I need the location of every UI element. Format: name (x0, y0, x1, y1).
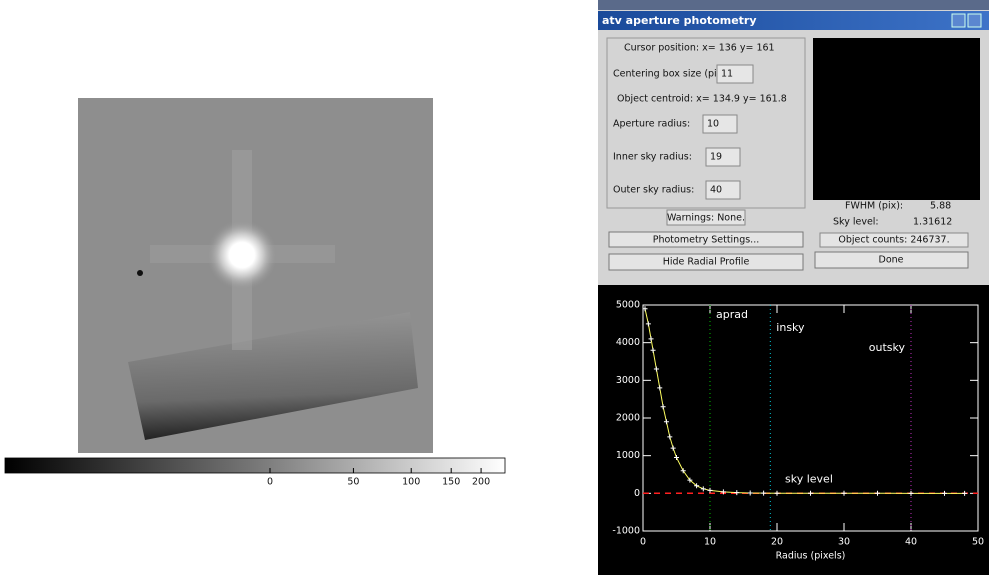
x-tick-label: 0 (640, 537, 646, 548)
marker-label: insky (776, 321, 805, 334)
colorbar (5, 458, 505, 473)
cursor-position: Cursor position: x= 136 y= 161 (624, 43, 775, 54)
label: Inner sky radius: (613, 152, 692, 163)
value: 1.31612 (913, 217, 952, 228)
y-tick-label: 1000 (616, 450, 640, 461)
warnings: Warnings: None. (667, 213, 745, 224)
object-counts: Object counts: 246737. (838, 235, 949, 246)
marker-label: outsky (869, 341, 906, 354)
y-tick-label: 5000 (616, 300, 640, 311)
maximize-button[interactable] (968, 14, 981, 27)
y-tick-label: 3000 (616, 375, 640, 386)
input-value: 40 (710, 185, 722, 196)
x-tick-label: 10 (704, 537, 716, 548)
button-label: Hide Radial Profile (663, 257, 750, 268)
colorbar-tick-label: 150 (442, 477, 460, 488)
page: {"image_view": {"colorbar": {"ticks": [0… (0, 0, 989, 575)
x-tick-label: 40 (905, 537, 917, 548)
y-tick-label: 0 (634, 488, 640, 499)
screen: 100120140160180120140160180200 050100150… (0, 0, 989, 575)
x-tick-label: 50 (972, 537, 984, 548)
colorbar-tick-label: 100 (402, 477, 420, 488)
colorbar-tick-label: 50 (347, 477, 359, 488)
y-tick-label: 4000 (616, 337, 640, 348)
x-axis-label: Radius (pixels) (776, 551, 846, 562)
object-centroid: Object centroid: x= 134.9 y= 161.8 (617, 94, 787, 105)
colorbar-tick-label: 200 (472, 477, 490, 488)
x-tick-label: 30 (838, 537, 850, 548)
input-value: 19 (710, 152, 722, 163)
colorbar-tick-label: 0 (267, 477, 273, 488)
label: Outer sky radius: (613, 185, 694, 196)
thumbnail (813, 38, 980, 200)
marker-label: aprad (716, 308, 748, 321)
star (206, 219, 278, 291)
screenshot: 100120140160180120140160180200 050100150… (0, 0, 989, 575)
label: FWHM (pix): (845, 201, 903, 212)
minimize-button[interactable] (952, 14, 965, 27)
window-edge (598, 0, 989, 10)
input-value: 11 (721, 69, 733, 80)
x-tick-label: 20 (771, 537, 783, 548)
label: Centering box size (pix): (613, 69, 729, 80)
button-label: Done (879, 255, 904, 266)
value: 5.88 (930, 201, 951, 212)
sky-label: sky level (785, 472, 833, 485)
label: Sky level: (833, 217, 879, 228)
window-title: atv aperture photometry (602, 14, 757, 27)
input-value: 10 (707, 119, 719, 130)
button-label: Photometry Settings... (653, 235, 760, 246)
y-tick-label: -1000 (612, 526, 640, 537)
dark-spot (137, 270, 143, 276)
y-tick-label: 2000 (616, 413, 640, 424)
label: Aperture radius: (613, 119, 690, 130)
